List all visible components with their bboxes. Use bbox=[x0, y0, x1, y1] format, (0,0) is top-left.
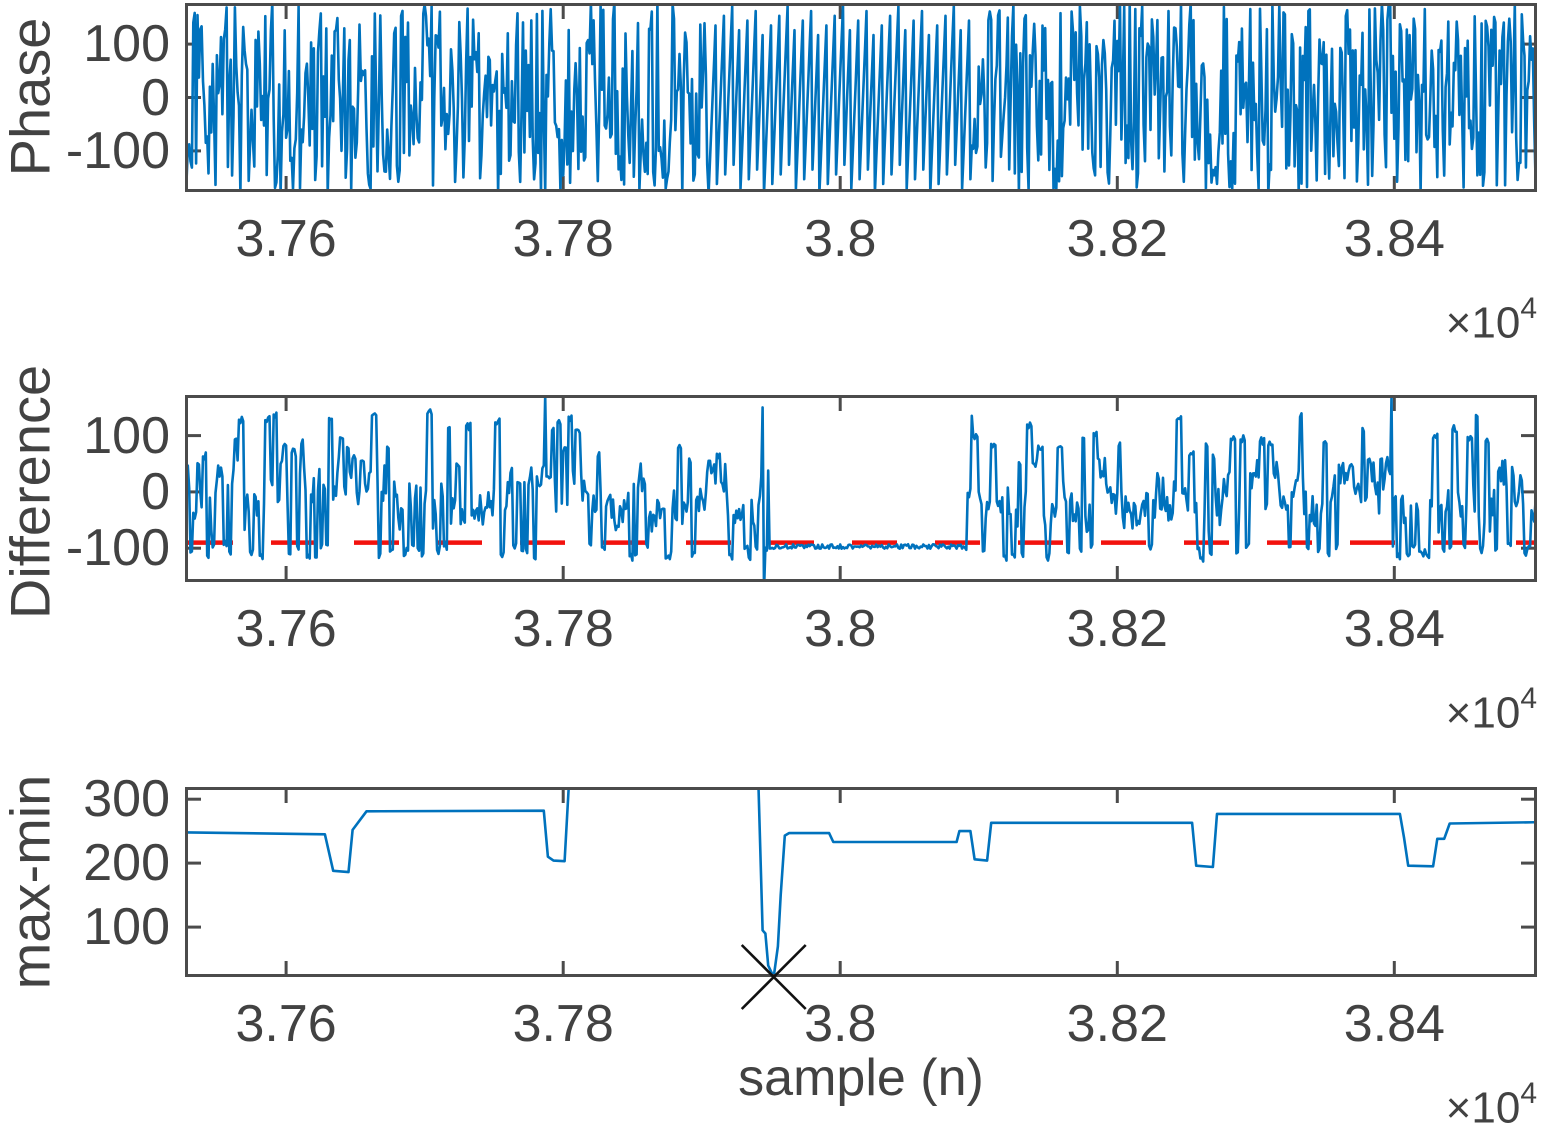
x-tick-label: 3.84 bbox=[1343, 210, 1445, 268]
x-tick-label: 3.8 bbox=[804, 995, 877, 1053]
phase-series-line bbox=[188, 6, 1534, 189]
y-tick-label: 300 bbox=[83, 770, 170, 829]
x-tick-label: 3.82 bbox=[1066, 600, 1168, 658]
x-tick-label: 3.78 bbox=[512, 600, 614, 658]
axes-box bbox=[185, 787, 1537, 977]
y-tick-label: 0 bbox=[141, 68, 170, 127]
exponent-base: ×10 bbox=[1445, 1083, 1521, 1133]
y-tick-label: 0 bbox=[141, 462, 170, 521]
x-axis-exponent: ×104 bbox=[1445, 1077, 1537, 1133]
y-tick-label: 100 bbox=[83, 15, 170, 74]
x-tick-label: 3.76 bbox=[235, 995, 337, 1053]
exponent-power: 4 bbox=[1520, 1077, 1537, 1110]
x-tick-label: 3.8 bbox=[804, 600, 877, 658]
phase-plot-svg bbox=[185, 3, 1537, 192]
x-axis-exponent: ×104 bbox=[1445, 292, 1537, 349]
x-tick-label: 3.82 bbox=[1066, 210, 1168, 268]
axes-box bbox=[185, 395, 1537, 582]
min-x-marker bbox=[740, 944, 807, 1010]
x-tick-label: 3.82 bbox=[1066, 995, 1168, 1053]
max-min-series-line bbox=[188, 790, 1534, 974]
y-tick-label: 100 bbox=[83, 406, 170, 465]
exponent-power: 4 bbox=[1520, 682, 1537, 715]
x-tick-label: 3.84 bbox=[1343, 600, 1445, 658]
difference-plot-svg bbox=[185, 395, 1537, 582]
x-tick-label: 3.78 bbox=[512, 995, 614, 1053]
y-tick-label: -100 bbox=[65, 121, 170, 180]
maxmin-plot-svg bbox=[185, 787, 1537, 1010]
exponent-base: ×10 bbox=[1445, 688, 1521, 738]
y-tick-label: 100 bbox=[83, 898, 170, 957]
difference-series-line bbox=[188, 398, 1534, 579]
axes-box bbox=[185, 3, 1537, 192]
exponent-base: ×10 bbox=[1445, 298, 1521, 348]
x-tick-label: 3.76 bbox=[235, 210, 337, 268]
y-tick-label: -100 bbox=[65, 519, 170, 578]
x-axis-label: sample (n) bbox=[738, 1049, 984, 1107]
y-tick-label: 200 bbox=[83, 834, 170, 893]
exponent-power: 4 bbox=[1520, 292, 1537, 325]
x-tick-label: 3.76 bbox=[235, 600, 337, 658]
x-tick-label: 3.78 bbox=[512, 210, 614, 268]
x-tick-label: 3.84 bbox=[1343, 995, 1445, 1053]
x-axis-exponent: ×104 bbox=[1445, 682, 1537, 739]
x-tick-label: 3.8 bbox=[804, 210, 877, 268]
